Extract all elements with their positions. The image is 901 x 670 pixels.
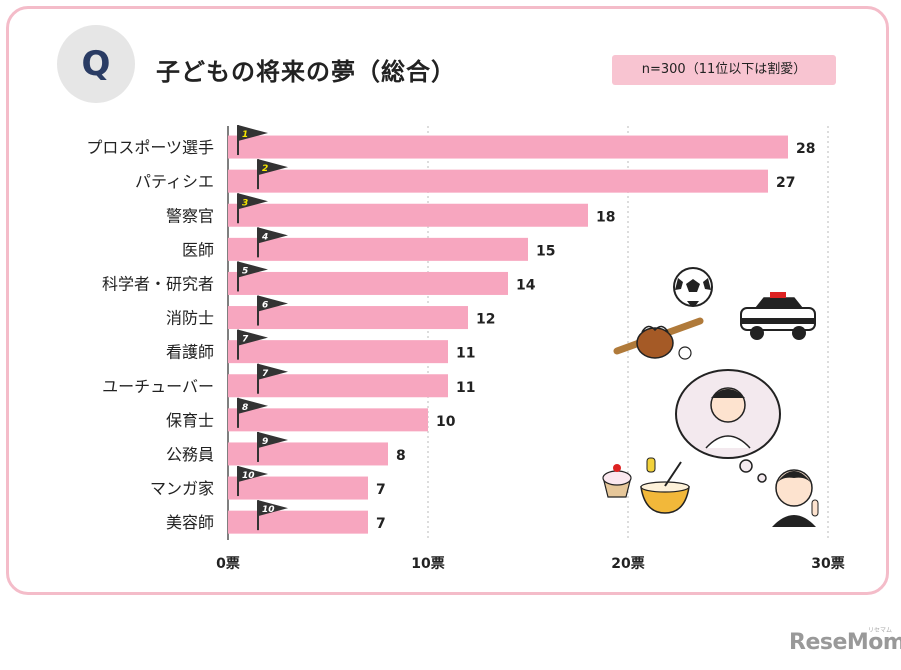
rank-label: 4 <box>261 232 268 242</box>
rank-flag: 2 <box>257 159 288 190</box>
bar <box>228 135 788 159</box>
bar <box>228 340 448 364</box>
rank-label: 5 <box>242 266 248 276</box>
category-label: ユーチューバー <box>102 377 214 396</box>
chart-frame <box>6 6 889 595</box>
bar <box>228 306 468 330</box>
boy-pointing-icon <box>772 469 819 527</box>
value-label: 8 <box>396 448 406 464</box>
category-label: 保育士 <box>166 411 214 430</box>
bar <box>228 442 388 466</box>
rank-label: 1 <box>242 130 248 140</box>
rank-flag: 1 <box>237 125 268 156</box>
category-label: 警察官 <box>166 206 214 225</box>
soccer-ball-icon <box>673 267 713 307</box>
category-label: マンガ家 <box>150 479 214 498</box>
value-label: 27 <box>776 175 795 191</box>
x-tick-label: 0票 <box>216 556 240 572</box>
baseball-glove-icon <box>613 317 704 360</box>
thought-bubble-doctor-icon <box>675 369 781 483</box>
rank-flag: 7 <box>257 363 288 394</box>
value-label: 28 <box>796 141 815 157</box>
rank-flag: 3 <box>237 193 268 224</box>
bar <box>228 169 768 193</box>
category-label: パティシエ <box>135 172 214 191</box>
rank-label: 9 <box>262 437 268 447</box>
value-label: 11 <box>456 346 475 362</box>
bar <box>228 374 448 398</box>
resemom-logo-kana: リセマム <box>868 627 893 634</box>
rank-label: 10 <box>242 471 255 481</box>
rank-label: 6 <box>262 301 268 311</box>
bar <box>228 271 508 295</box>
value-label: 15 <box>536 243 555 259</box>
value-label: 12 <box>476 312 495 328</box>
rank-flag: 7 <box>237 329 268 360</box>
value-label: 7 <box>376 482 386 498</box>
category-label: 科学者・研究者 <box>102 274 214 293</box>
rank-label: 8 <box>242 403 248 413</box>
bar <box>228 203 588 227</box>
resemom-logo: ReseMom <box>789 630 901 655</box>
sample-size-note: n=300（11位以下は割愛） <box>612 55 836 85</box>
question-badge: Q <box>57 25 135 103</box>
category-label: 看護師 <box>166 343 214 362</box>
rank-flag: 4 <box>257 227 288 258</box>
value-label: 18 <box>596 209 615 225</box>
category-label: プロスポーツ選手 <box>86 138 214 157</box>
rank-flag: 5 <box>237 261 268 292</box>
category-label: 美容師 <box>166 513 214 532</box>
rank-flag: 10 <box>257 500 288 531</box>
rank-label: 3 <box>242 198 248 208</box>
rank-flag: 8 <box>237 397 268 428</box>
cupcake-icon <box>602 464 632 498</box>
bar <box>228 476 368 500</box>
rank-label: 7 <box>262 369 269 379</box>
category-label: 消防士 <box>166 309 214 328</box>
bar <box>228 408 428 432</box>
mixing-bowl-icon <box>640 457 690 514</box>
rank-label: 10 <box>262 505 275 515</box>
x-tick-label: 20票 <box>611 556 644 572</box>
rank-flag: 10 <box>237 466 268 497</box>
value-label: 14 <box>516 277 536 293</box>
x-tick-label: 30票 <box>811 556 844 572</box>
x-tick-label: 10票 <box>411 556 444 572</box>
police-car-icon <box>740 292 816 340</box>
value-label: 11 <box>456 380 475 396</box>
bar <box>228 510 368 534</box>
rank-label: 7 <box>242 335 249 345</box>
category-label: 公務員 <box>166 445 214 464</box>
chart-title: 子どもの将来の夢（総合） <box>156 58 456 86</box>
bar <box>228 237 528 261</box>
rank-flag: 6 <box>257 295 288 326</box>
value-label: 10 <box>436 414 456 430</box>
rank-flag: 9 <box>257 431 288 462</box>
category-label: 医師 <box>182 240 214 259</box>
rank-label: 2 <box>262 164 268 174</box>
value-label: 7 <box>376 516 386 532</box>
